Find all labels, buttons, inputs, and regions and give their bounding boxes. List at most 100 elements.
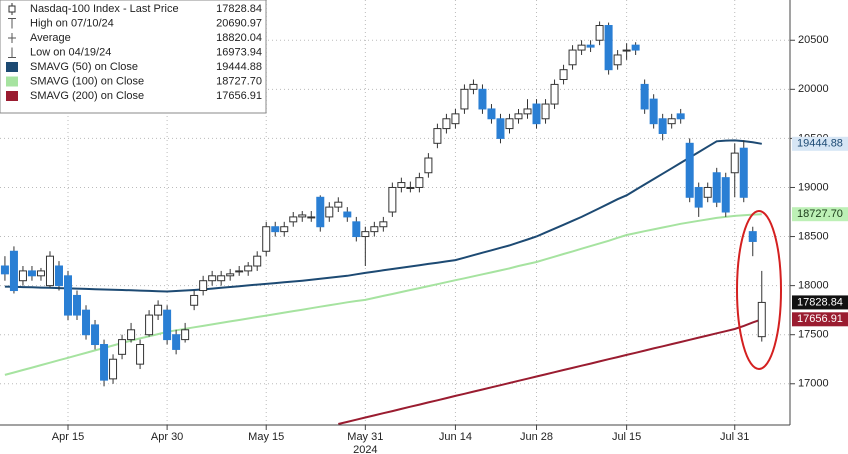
candle-body: [343, 211, 352, 218]
candle-body: [45, 255, 54, 287]
candle-body: [433, 128, 442, 144]
legend-value: 17656.91: [216, 90, 262, 102]
candle-body: [27, 270, 36, 277]
candle-body: [451, 113, 460, 125]
candle-body: [478, 88, 487, 110]
candle-body: [568, 49, 577, 66]
legend-label: High on 07/10/24: [30, 17, 114, 29]
legend-box: [0, 0, 267, 114]
value-badge: [792, 136, 848, 151]
legend-value: 19444.88: [216, 61, 262, 73]
candle-body: [82, 309, 91, 336]
candle-body: [54, 265, 63, 287]
y-tick-label: 20500: [798, 34, 829, 46]
y-tick-label: 18500: [798, 230, 829, 242]
candle-body: [757, 301, 766, 338]
candle-body: [100, 344, 109, 381]
legend-label: SMAVG (50) on Close: [30, 61, 138, 73]
candle-body: [532, 103, 541, 125]
legend-value: 17828.84: [216, 3, 262, 15]
value-badge: [792, 295, 848, 310]
x-tick-label: Jul 31: [720, 431, 749, 443]
candle-body: [730, 152, 739, 174]
legend-value: 18727.70: [216, 75, 262, 87]
y-tick-label: 17500: [798, 329, 829, 341]
candle-body: [172, 334, 181, 350]
y-tick-label: 17000: [798, 378, 829, 390]
y-tick-label: 19000: [798, 181, 829, 193]
x-axis-label: 2024: [353, 444, 377, 454]
candle-body: [136, 344, 145, 365]
candle-body: [523, 108, 532, 115]
candle-body: [73, 294, 82, 316]
candle-body: [505, 118, 514, 130]
y-tick-label: 20000: [798, 83, 829, 95]
x-tick-label: Jun 14: [439, 431, 472, 443]
candle-body: [595, 25, 604, 41]
legend-label: Low on 04/19/24: [30, 46, 111, 58]
candle-body: [316, 196, 325, 228]
legend-icon: [8, 5, 16, 13]
candle-body: [487, 108, 496, 120]
candle-body: [361, 231, 370, 238]
candle-body: [721, 177, 730, 213]
value-badge-label: 17656.91: [797, 313, 843, 325]
legend-value: 16973.94: [216, 46, 262, 58]
candle-body: [631, 44, 640, 51]
candle-body: [253, 255, 262, 267]
candle-body: [577, 44, 586, 51]
candle-body: [271, 226, 280, 233]
x-tick-label: May 31: [347, 431, 383, 443]
candle-body: [127, 329, 136, 341]
candle-body: [208, 275, 217, 282]
candle-body: [703, 186, 712, 198]
candle-body: [658, 118, 667, 134]
value-badge-label: 18727.70: [797, 208, 843, 220]
candle-body: [667, 118, 676, 125]
x-tick-label: Apr 30: [151, 431, 183, 443]
candle-body: [415, 177, 424, 188]
candle-body: [9, 250, 18, 292]
candle-body: [685, 142, 694, 198]
candle-body: [18, 270, 27, 282]
candle-body: [550, 83, 559, 105]
value-badge-label: 19444.88: [797, 138, 843, 150]
value-badge: [792, 312, 848, 327]
legend-label: Average: [30, 32, 71, 44]
candle-body: [280, 226, 289, 233]
candle-body: [190, 294, 199, 306]
candle-body: [217, 275, 226, 282]
candle-body: [406, 186, 415, 189]
candle-body: [469, 83, 478, 90]
candle-body: [226, 273, 235, 277]
legend-swatch: [6, 62, 18, 72]
candle-body: [748, 231, 757, 242]
value-badge-label: 17828.84: [797, 296, 843, 308]
candle-body: [379, 221, 388, 228]
value-badges: 19444.88 18727.70 17828.84 17656.91: [792, 136, 848, 327]
lines: [4, 139, 763, 425]
ma-line: [338, 318, 763, 425]
candle-body: [181, 329, 190, 341]
candle-body: [36, 270, 45, 277]
candle-body: [676, 113, 685, 120]
legend-value: 20690.97: [216, 17, 262, 29]
candle-body: [163, 309, 172, 341]
candle-body: [739, 147, 748, 198]
candle-body: [496, 118, 505, 139]
legend-swatch: [6, 76, 18, 87]
legend-value: 18820.04: [216, 32, 262, 44]
x-tick-label: Apr 15: [52, 431, 84, 443]
candle-body: [622, 49, 631, 52]
candle-body: [91, 324, 100, 346]
candle-body: [262, 226, 271, 252]
candle-body: [298, 214, 307, 218]
legend: Nasdaq-100 Index - Last Price 17828.84 Hig…: [0, 0, 267, 114]
candle-body: [154, 304, 163, 316]
candle-body: [397, 182, 406, 188]
candle-body: [0, 265, 9, 275]
candle-body: [289, 216, 298, 223]
legend-label: Nasdaq-100 Index - Last Price: [30, 3, 179, 15]
